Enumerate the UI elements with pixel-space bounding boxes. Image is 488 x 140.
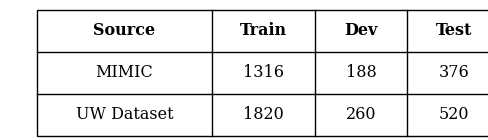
Text: Source: Source — [93, 22, 156, 39]
Text: Dev: Dev — [345, 22, 378, 39]
Bar — [37, 10, 488, 136]
Text: Test: Test — [436, 22, 472, 39]
Text: 520: 520 — [439, 106, 469, 123]
Text: UW Dataset: UW Dataset — [76, 106, 173, 123]
Text: Train: Train — [240, 22, 287, 39]
Text: 1820: 1820 — [243, 106, 284, 123]
Text: 1316: 1316 — [243, 64, 284, 81]
Text: 260: 260 — [346, 106, 376, 123]
Text: 376: 376 — [438, 64, 469, 81]
Text: MIMIC: MIMIC — [96, 64, 153, 81]
Text: 188: 188 — [346, 64, 377, 81]
